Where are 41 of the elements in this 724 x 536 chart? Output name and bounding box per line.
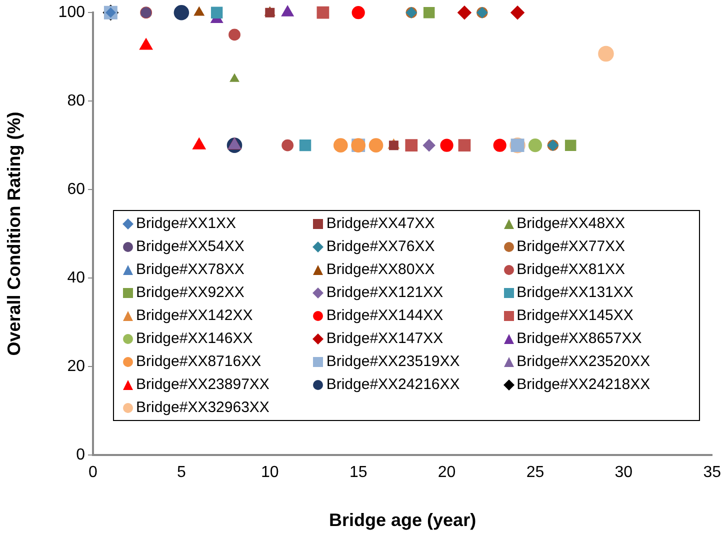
legend-label: Bridge#XX47XX xyxy=(326,215,435,232)
legend-label: Bridge#XX76XX xyxy=(326,238,435,255)
x-tick-label: 25 xyxy=(526,464,544,482)
legend-label: Bridge#XX24216XX xyxy=(326,376,460,393)
legend-label: Bridge#XX81XX xyxy=(516,261,626,278)
x-tick-label: 35 xyxy=(703,464,722,482)
y-tick-label: 0 xyxy=(76,446,86,464)
legend-label: Bridge#XX23520XX xyxy=(516,353,650,370)
legend-label: Bridge#XX54XX xyxy=(136,238,244,255)
legend-label: Bridge#XX145XX xyxy=(516,307,634,324)
legend-label: Bridge#XX48XX xyxy=(516,215,626,232)
x-tick-label: 5 xyxy=(176,464,186,482)
legend-label: Bridge#XX32963XX xyxy=(136,399,270,416)
x-tick-label: 30 xyxy=(614,464,633,482)
legend-label: Bridge#XX80XX xyxy=(326,261,435,278)
legend-label: Bridge#XX8716XX xyxy=(136,353,262,370)
x-tick-label: 0 xyxy=(88,464,98,482)
legend-label: Bridge#XX147XX xyxy=(326,330,444,347)
legend-label: Bridge#XX23897XX xyxy=(136,376,270,393)
legend-label: Bridge#XX92XX xyxy=(136,284,244,301)
legend-label: Bridge#XX78XX xyxy=(136,261,244,278)
legend-label: Bridge#XX146XX xyxy=(136,330,253,347)
x-tick-label: 15 xyxy=(349,464,368,482)
y-tick-label: 80 xyxy=(67,92,86,110)
legend-label: Bridge#XX8657XX xyxy=(516,330,642,347)
y-tick-label: 40 xyxy=(67,269,86,286)
legend-label: Bridge#XX24218XX xyxy=(516,376,650,393)
legend-label: Bridge#XX121XX xyxy=(326,284,444,301)
x-tick-label: 10 xyxy=(260,464,279,482)
legend-label: Bridge#XX142XX xyxy=(136,307,253,324)
x-axis-title: Bridge age (year) xyxy=(329,510,476,530)
y-tick-label: 100 xyxy=(58,4,86,22)
legend-label: Bridge#XX131XX xyxy=(516,284,634,301)
y-axis-title: Overall Condition Rating (%) xyxy=(4,112,24,356)
legend-label: Bridge#XX144XX xyxy=(326,307,444,324)
legend-label: Bridge#XX1XX xyxy=(136,215,236,232)
legend-label: Bridge#XX23519XX xyxy=(326,353,460,370)
x-tick-label: 20 xyxy=(438,464,456,482)
y-tick-label: 20 xyxy=(67,358,86,375)
legend-label: Bridge#XX77XX xyxy=(516,238,626,255)
y-tick-label: 60 xyxy=(67,180,86,198)
